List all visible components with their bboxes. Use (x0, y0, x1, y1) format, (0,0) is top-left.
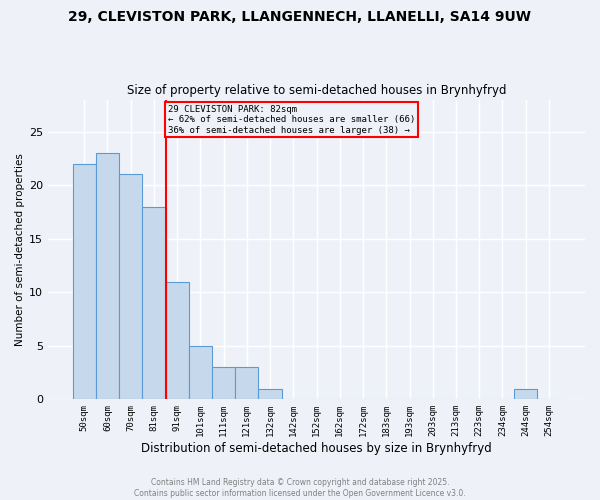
Text: 29, CLEVISTON PARK, LLANGENNECH, LLANELLI, SA14 9UW: 29, CLEVISTON PARK, LLANGENNECH, LLANELL… (68, 10, 532, 24)
Bar (142, 206, 166, 400)
Text: 29 CLEVISTON PARK: 82sqm
← 62% of semi-detached houses are smaller (66)
36% of s: 29 CLEVISTON PARK: 82sqm ← 62% of semi-d… (168, 105, 415, 134)
Bar (73, 164, 96, 400)
Bar (235, 367, 259, 400)
Bar (189, 346, 212, 400)
Y-axis label: Number of semi-detached properties: Number of semi-detached properties (15, 153, 25, 346)
Title: Size of property relative to semi-detached houses in Brynhyfryd: Size of property relative to semi-detach… (127, 84, 506, 97)
Bar (212, 367, 235, 400)
Bar (96, 153, 119, 400)
Bar (259, 388, 282, 400)
Bar (119, 174, 142, 400)
X-axis label: Distribution of semi-detached houses by size in Brynhyfryd: Distribution of semi-detached houses by … (141, 442, 492, 455)
Bar (166, 282, 189, 400)
Bar (514, 388, 538, 400)
Text: Contains HM Land Registry data © Crown copyright and database right 2025.
Contai: Contains HM Land Registry data © Crown c… (134, 478, 466, 498)
